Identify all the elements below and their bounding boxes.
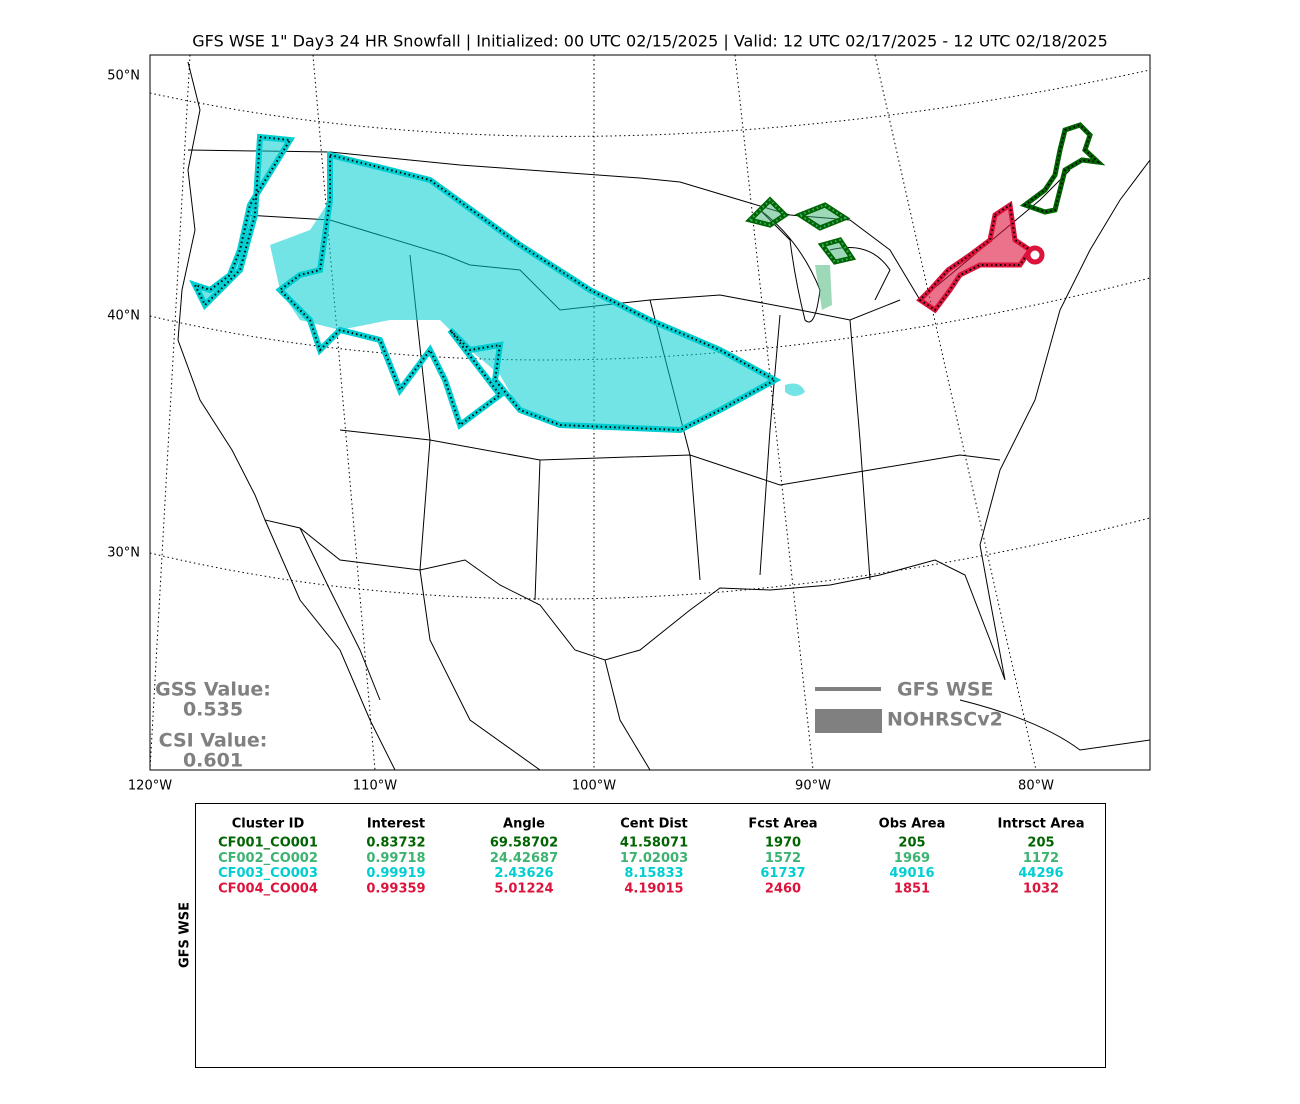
table-cell: 4.19015 bbox=[624, 881, 683, 896]
table-cell: 1851 bbox=[894, 881, 930, 896]
table-cell: CF003_CO003 bbox=[218, 866, 318, 881]
legend-label: NOHRSCv2 bbox=[887, 709, 1003, 731]
gss-label: GSS Value: bbox=[155, 679, 271, 701]
table-cell: 205 bbox=[898, 836, 925, 851]
table-cell: 24.42687 bbox=[490, 851, 558, 866]
table-cell: 0.99919 bbox=[366, 866, 425, 881]
cluster-cf002 bbox=[745, 196, 857, 310]
table-header: Intrsct Area bbox=[998, 817, 1085, 832]
cluster-cf004 bbox=[916, 200, 1045, 314]
table-header: Angle bbox=[503, 817, 545, 832]
table-cell: 41.58071 bbox=[620, 836, 688, 851]
table-cell: 0.83732 bbox=[366, 836, 425, 851]
table-cell: 1969 bbox=[894, 851, 930, 866]
table-header: Cluster ID bbox=[232, 817, 305, 832]
table-cell: 69.58702 bbox=[490, 836, 558, 851]
table-cell: 1970 bbox=[765, 836, 801, 851]
table-cell: CF002_CO002 bbox=[218, 851, 318, 866]
lon-label: 100°W bbox=[572, 779, 616, 794]
table-side-label: GFS WSE bbox=[178, 902, 193, 968]
table-cell: 1172 bbox=[1023, 851, 1059, 866]
table-header: Cent Dist bbox=[620, 817, 688, 832]
table-cell: 17.02003 bbox=[620, 851, 688, 866]
table-cell: 49016 bbox=[889, 866, 934, 881]
table-cell: 205 bbox=[1027, 836, 1054, 851]
lon-label: 90°W bbox=[795, 779, 831, 794]
cluster-cf003 bbox=[189, 133, 805, 434]
lat-label: 50°N bbox=[107, 69, 140, 84]
table: Cluster ID Interest Angle Cent Dist Fcst Are… bbox=[218, 817, 1084, 897]
table-cell: 2460 bbox=[765, 881, 801, 896]
land-outline bbox=[177, 61, 1150, 770]
csi-value: 0.601 bbox=[183, 750, 243, 772]
table-header: Obs Area bbox=[879, 817, 946, 832]
table-cell: 1572 bbox=[765, 851, 801, 866]
title: GFS WSE 1" Day3 24 HR Snowfall | Initial… bbox=[192, 32, 1108, 51]
table-header: Interest bbox=[367, 817, 425, 832]
map-body bbox=[150, 55, 1150, 770]
gss-value: 0.535 bbox=[183, 699, 243, 721]
table-cell: 61737 bbox=[760, 866, 805, 881]
graticule bbox=[150, 55, 1150, 770]
table-cell: 1032 bbox=[1023, 881, 1059, 896]
lat-label: 40°N bbox=[107, 309, 140, 324]
table-cell: 5.01224 bbox=[494, 881, 553, 896]
table-cell: 44296 bbox=[1018, 866, 1063, 881]
table-cell: 2.43626 bbox=[494, 866, 553, 881]
lat-label: 30°N bbox=[107, 546, 140, 561]
table-cell: 0.99718 bbox=[366, 851, 425, 866]
table-cell: CF001_CO001 bbox=[218, 836, 318, 851]
lon-label: 120°W bbox=[128, 779, 172, 794]
table-frame bbox=[195, 803, 1106, 1068]
table-header: Fcst Area bbox=[748, 817, 817, 832]
lon-label: 110°W bbox=[353, 779, 397, 794]
csi-label: CSI Value: bbox=[159, 730, 268, 752]
legend-label: GFS WSE bbox=[897, 679, 994, 701]
lon-label: 80°W bbox=[1018, 779, 1054, 794]
table-cell: CF004_CO004 bbox=[218, 881, 318, 896]
table-cell: 0.99359 bbox=[366, 881, 425, 896]
legend-swatch bbox=[815, 709, 882, 733]
cluster-cf001 bbox=[1019, 122, 1106, 215]
map-frame bbox=[149, 54, 1151, 771]
table-cell: 8.15833 bbox=[624, 866, 683, 881]
